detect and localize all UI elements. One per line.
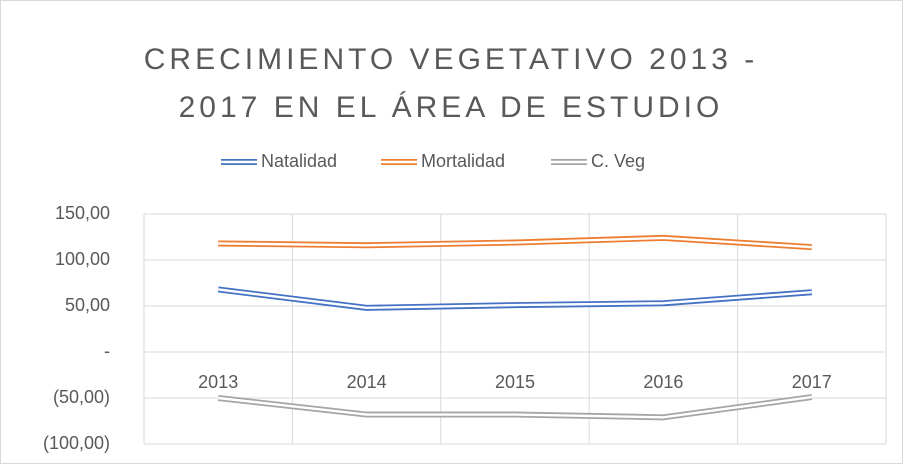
y-tick-label: (50,00) <box>53 387 110 407</box>
x-tick-label: 2015 <box>495 372 535 392</box>
x-tick-label: 2017 <box>792 372 832 392</box>
y-tick-label: - <box>104 341 110 361</box>
series-line-inner <box>218 288 812 310</box>
legend-label: Natalidad <box>261 151 337 171</box>
series-line-inner <box>218 236 812 249</box>
chart-title: CRECIMIENTO VEGETATIVO 2013 - 2017 EN EL… <box>143 43 759 124</box>
series-line-inner <box>218 395 812 419</box>
x-tick-label: 2013 <box>198 372 238 392</box>
x-tick-label: 2014 <box>347 372 387 392</box>
legend-label: Mortalidad <box>421 151 505 171</box>
y-tick-label: (100,00) <box>43 433 110 453</box>
legend-label: C. Veg <box>591 151 645 171</box>
y-tick-label: 150,00 <box>55 203 110 223</box>
y-tick-label: 100,00 <box>55 249 110 269</box>
y-tick-label: 50,00 <box>65 295 110 315</box>
x-tick-label: 2016 <box>643 372 683 392</box>
